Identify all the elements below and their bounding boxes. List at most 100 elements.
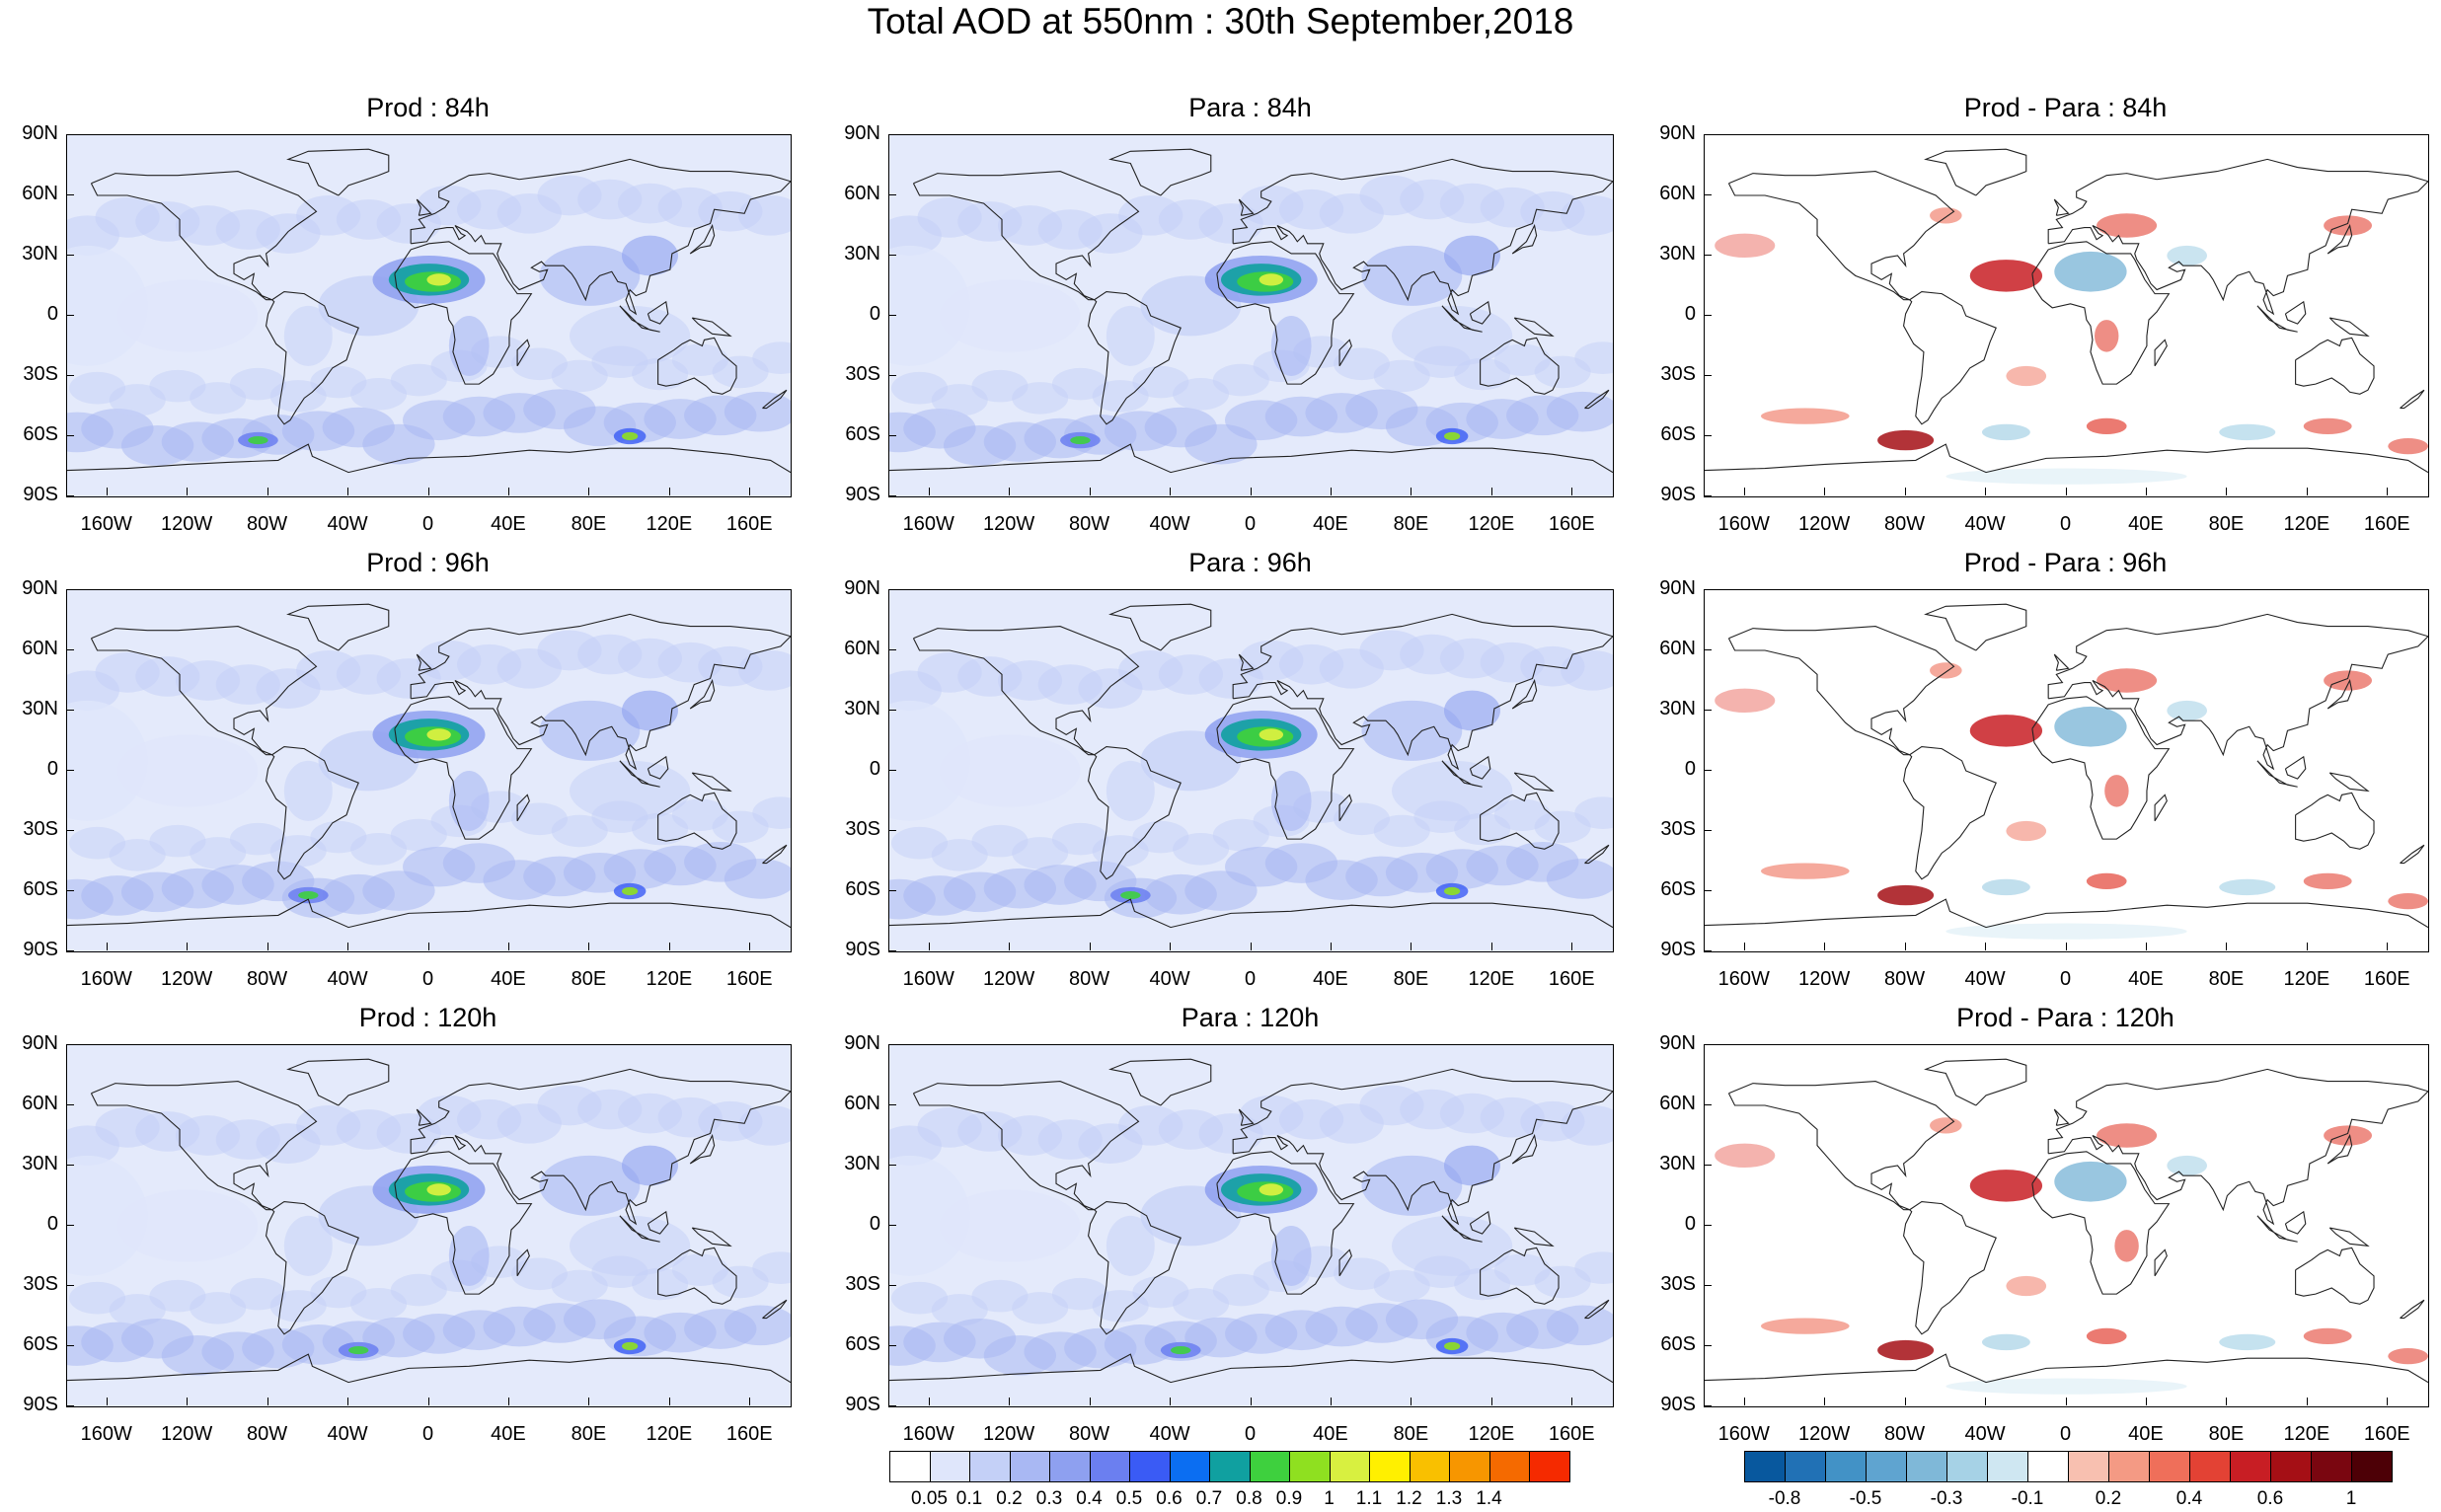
map-panel: Para : 96h 90N 60N 30N 0 30S 60S 90S 160W 120W 80W… xyxy=(844,548,1614,990)
coastline xyxy=(1513,1227,1555,1247)
coastline xyxy=(1238,1108,1255,1126)
map-panel: Prod : 96h 90N 60N 30N 0 30S 60S 90S 160W 120W 80W… xyxy=(22,548,792,990)
aod-field-patch xyxy=(1270,316,1312,376)
coastline xyxy=(90,171,318,301)
longitude-tick-label: 120E xyxy=(1468,968,1515,990)
difference-field-patch xyxy=(1969,260,2043,292)
coastline xyxy=(657,337,737,395)
difference-field-patch xyxy=(2054,251,2127,292)
coastline xyxy=(2047,1068,2428,1226)
longitude-tick xyxy=(187,488,189,495)
latitude-tick-label: 60N xyxy=(844,1093,880,1114)
coastline xyxy=(1924,148,2027,196)
longitude-tick-label: 80E xyxy=(571,968,607,990)
latitude-tick xyxy=(888,950,896,951)
coastline xyxy=(1727,626,1955,756)
longitude-tick-label: 120W xyxy=(161,513,213,535)
latitude-tick xyxy=(66,1285,74,1286)
aod-field-patch xyxy=(1392,1215,1513,1276)
difference-field-patch xyxy=(1761,863,1850,879)
difference-field-patch xyxy=(1877,1339,1935,1361)
aod-field-patch xyxy=(752,1251,791,1284)
coastline xyxy=(762,1299,788,1320)
aod-field-patch xyxy=(1092,380,1149,413)
longitude-tick xyxy=(1571,943,1573,950)
longitude-tick-label: 160E xyxy=(725,513,773,535)
latitude-tick xyxy=(1704,770,1712,771)
longitude-tick xyxy=(106,488,108,495)
difference-field-patch xyxy=(1761,408,1850,424)
difference-field-patch xyxy=(2324,670,2372,691)
aod-field-patch xyxy=(1373,1269,1430,1303)
aod-field-patch xyxy=(712,355,769,389)
coastline xyxy=(2047,158,2428,316)
coastline xyxy=(2284,300,2307,325)
aod-field-patch xyxy=(939,1189,1081,1262)
longitude-tick-label: 40E xyxy=(2128,513,2164,535)
longitude-tick xyxy=(106,943,108,950)
longitude-tick-label: 80W xyxy=(1069,968,1110,990)
longitude-tick xyxy=(1170,488,1172,495)
longitude-tick-label: 160E xyxy=(1548,968,1595,990)
colorbar-label: 1 xyxy=(2345,1488,2357,1509)
coastline xyxy=(1903,746,1997,880)
colorbar-label: 1.1 xyxy=(1355,1488,1383,1509)
aod-field-patch xyxy=(390,363,447,397)
aod-field-patch xyxy=(67,700,148,821)
latitude-tick-label: 60N xyxy=(22,638,58,659)
colorbar-swatch xyxy=(929,1451,970,1482)
latitude-tick xyxy=(1704,1345,1712,1346)
longitude-tick xyxy=(1904,488,1906,495)
latitude-tick-label: 90N xyxy=(22,122,58,144)
latitude-tick xyxy=(66,495,74,496)
longitude-tick-label: 40E xyxy=(491,1423,526,1445)
longitude-tick xyxy=(2306,488,2308,495)
coastline xyxy=(1511,223,1538,255)
aod-field-patch xyxy=(1561,1105,1613,1146)
longitude-tick xyxy=(1330,1398,1332,1405)
coastline xyxy=(67,898,791,929)
aod-field-patch xyxy=(426,273,451,286)
colorbar-label: 0.9 xyxy=(1275,1488,1303,1509)
coastline xyxy=(286,148,390,196)
difference-field-patch xyxy=(2086,872,2127,889)
longitude-tick xyxy=(1009,1398,1011,1405)
difference-field-patch xyxy=(2114,1230,2139,1262)
longitude-tick-label: 120W xyxy=(983,1423,1035,1445)
difference-field-patch xyxy=(2303,1327,2352,1344)
latitude-tick xyxy=(66,315,74,316)
latitude-tick xyxy=(888,1285,896,1286)
aod-field-patch xyxy=(1259,1183,1284,1196)
colorbar-swatch xyxy=(2351,1451,2393,1482)
colorbar-label: 1.3 xyxy=(1435,1488,1463,1509)
latitude-tick-label: 30N xyxy=(22,243,58,265)
latitude-tick-label: 60N xyxy=(22,1093,58,1114)
longitude-tick-label: 0 xyxy=(421,968,434,990)
coastline xyxy=(1511,678,1538,710)
longitude-tick-label: 80E xyxy=(2208,968,2245,990)
coastline xyxy=(619,1215,660,1243)
latitude-tick-label: 90S xyxy=(1660,939,1696,960)
aod-field-patch xyxy=(621,690,678,731)
aod-field-patch xyxy=(931,384,988,416)
longitude-tick-label: 40E xyxy=(2128,968,2164,990)
panel-title: Prod - Para : 84h xyxy=(1963,93,2168,122)
colorbar-swatch xyxy=(1249,1451,1290,1482)
coastline xyxy=(1238,653,1255,671)
colorbar-label: 1.2 xyxy=(1396,1488,1422,1509)
coastline xyxy=(1469,1210,1491,1235)
longitude-tick xyxy=(1009,943,1011,950)
aod-field-patch xyxy=(1443,886,1461,896)
aod-field-patch xyxy=(939,279,1081,352)
latitude-tick-label: 90S xyxy=(23,939,58,960)
panel-title: Para : 120h xyxy=(1181,1003,1320,1032)
coastline xyxy=(286,1058,390,1106)
colorbar-swatch xyxy=(1169,1451,1210,1482)
longitude-tick-label: 160W xyxy=(80,1423,132,1445)
colorbar-swatch xyxy=(1009,1451,1050,1482)
coastline xyxy=(619,305,660,333)
map-canvas xyxy=(1705,1058,2428,1395)
longitude-tick xyxy=(106,1398,108,1405)
difference-field-patch xyxy=(1761,1318,1850,1334)
coastline xyxy=(647,1210,669,1235)
